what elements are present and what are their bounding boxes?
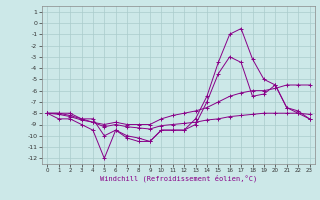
X-axis label: Windchill (Refroidissement éolien,°C): Windchill (Refroidissement éolien,°C) (100, 175, 257, 182)
